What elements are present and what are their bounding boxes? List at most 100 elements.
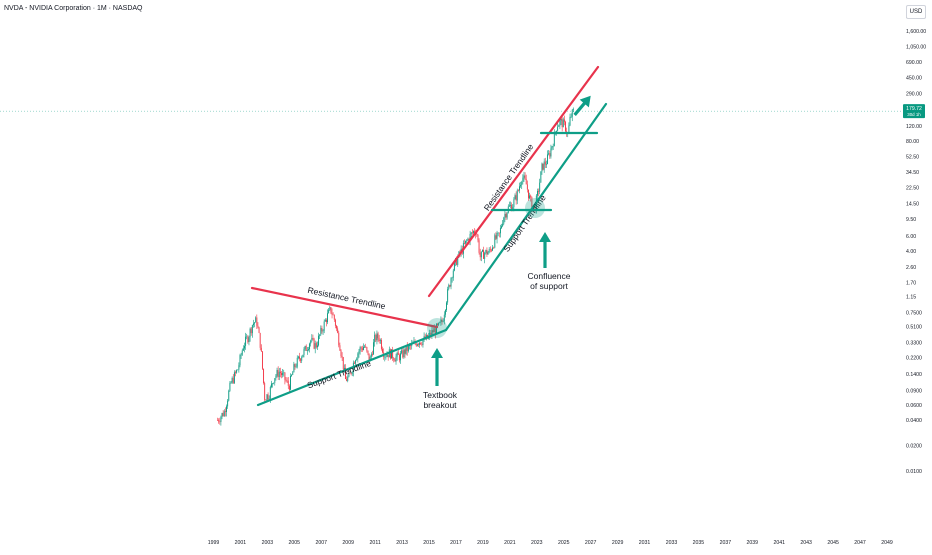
candle-body: [562, 119, 564, 128]
y-tick-label: 4.00: [906, 249, 916, 255]
candle-body: [449, 285, 451, 287]
candle-body: [309, 343, 311, 350]
y-tick-label: 1,050.00: [906, 44, 926, 50]
candle-body: [275, 375, 277, 379]
resistance-trendline-early: [250, 286, 439, 329]
candle-body: [520, 184, 522, 187]
candle-body: [485, 249, 487, 254]
candle-body: [470, 232, 472, 235]
candle-body: [487, 252, 489, 255]
confluence-arrow: [539, 232, 551, 268]
candle-body: [302, 354, 304, 358]
candle-body: [508, 205, 510, 207]
candle-body: [407, 345, 409, 352]
candle-body: [236, 369, 238, 373]
candle-body: [249, 328, 251, 338]
candle-body: [515, 195, 517, 201]
support-trendline-main: [444, 102, 608, 332]
candle-body: [357, 353, 359, 359]
candle-body: [568, 125, 570, 134]
candle-body: [496, 232, 498, 239]
candle-body: [524, 175, 526, 179]
candle-body: [351, 371, 353, 374]
candle-body: [391, 349, 392, 359]
candle-body: [401, 350, 403, 354]
candle-body: [558, 125, 560, 127]
candle-body: [551, 146, 553, 149]
candle-body: [374, 334, 376, 343]
confluence-label-line1: Confluence: [527, 271, 570, 281]
candle-body: [451, 277, 453, 279]
candle-body: [422, 340, 424, 345]
candle-body: [237, 369, 239, 371]
candle-body: [315, 343, 317, 348]
candle-body: [543, 161, 545, 170]
candle-body: [332, 314, 334, 316]
candle-body: [418, 344, 419, 345]
candle-body: [313, 338, 315, 349]
candle-body: [255, 317, 257, 323]
candle-body: [299, 356, 300, 359]
candle-body: [232, 377, 234, 383]
candle-body: [247, 336, 249, 343]
candle-body: [366, 347, 368, 351]
arrow-head: [431, 348, 443, 358]
y-tick-label: 1.70: [906, 280, 916, 286]
candle-body: [503, 217, 505, 224]
candle-body: [565, 121, 566, 132]
candle-body: [322, 330, 324, 332]
candle-body: [501, 226, 502, 228]
currency-button[interactable]: USD: [906, 5, 926, 19]
y-tick-label: 52.50: [906, 154, 919, 160]
candle-body: [308, 349, 309, 351]
confluence-label-line2: of support: [530, 281, 568, 291]
candle-body: [371, 354, 373, 355]
chart-title: NVDA - NVIDIA Corporation · 1M · NASDAQ: [4, 5, 143, 12]
candle-body: [386, 354, 388, 357]
arrow-head: [539, 232, 551, 242]
support-label-early: Support Trendline: [306, 358, 373, 390]
candle-body: [517, 190, 519, 191]
candle-body: [530, 195, 532, 198]
y-tick-label: 2.60: [906, 265, 916, 271]
candle-body: [279, 371, 281, 374]
x-tick-label: 2029: [612, 540, 624, 546]
candle-body: [437, 324, 439, 326]
candle-body: [538, 190, 540, 192]
candle-body: [514, 195, 516, 200]
candle-body: [303, 349, 305, 355]
candle-body: [334, 319, 336, 326]
candle-body: [494, 235, 496, 248]
candle-body: [274, 378, 276, 383]
candle-body: [221, 413, 223, 417]
candle-body: [378, 338, 380, 341]
x-tick-label: 2043: [800, 540, 812, 546]
price-axis: 2,400.001,600.001,050.00690.00450.00290.…: [903, 14, 926, 475]
candle-body: [230, 382, 232, 384]
candle-body: [238, 365, 240, 370]
continuation-arrow: [573, 95, 591, 116]
candle-body: [429, 332, 431, 336]
candle-body: [431, 330, 433, 336]
arrow-head: [579, 95, 591, 108]
candle-body: [245, 336, 247, 346]
candle-body: [438, 322, 440, 326]
candle-body: [471, 232, 473, 234]
confluence-marker: [525, 198, 545, 218]
candle-body: [528, 189, 529, 199]
candle-body: [557, 126, 559, 131]
candle-body: [354, 362, 355, 364]
candle-body: [446, 302, 447, 311]
candle-body: [442, 321, 444, 322]
candle-body: [523, 175, 525, 178]
candle-body: [288, 385, 290, 390]
y-tick-label: 80.00: [906, 139, 919, 145]
candle-body: [448, 285, 450, 290]
candle-body: [246, 336, 248, 338]
candle-body: [267, 394, 269, 400]
candle-body: [490, 249, 492, 251]
candle-body: [291, 374, 293, 377]
candle-body: [294, 364, 296, 367]
